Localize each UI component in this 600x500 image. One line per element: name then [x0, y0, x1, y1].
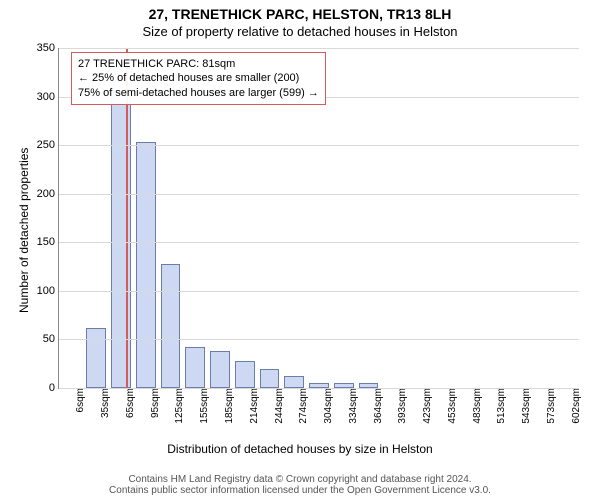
- y-tick-label: 100: [37, 285, 59, 297]
- y-tick-label: 0: [49, 382, 59, 394]
- x-tick-label: 65sqm: [121, 388, 136, 418]
- gridline: [59, 339, 579, 340]
- gridline: [59, 145, 579, 146]
- annotation-line-3: 75% of semi-detached houses are larger (…: [78, 86, 319, 100]
- bar-column: 453sqm: [430, 48, 455, 388]
- y-tick-label: 250: [37, 139, 59, 151]
- page-subtitle: Size of property relative to detached ho…: [0, 22, 600, 39]
- x-tick-label: 393sqm: [393, 388, 408, 424]
- y-tick-label: 50: [43, 333, 59, 345]
- bar-column: 602sqm: [554, 48, 579, 388]
- bar: [235, 361, 255, 388]
- bar: [185, 347, 205, 388]
- bar-column: 334sqm: [331, 48, 356, 388]
- y-tick-label: 200: [37, 188, 59, 200]
- y-tick-label: 150: [37, 236, 59, 248]
- bar: [210, 351, 230, 388]
- x-tick-label: 543sqm: [517, 388, 532, 424]
- footer-line-2: Contains public sector information licen…: [0, 485, 600, 496]
- x-tick-label: 125sqm: [170, 388, 185, 424]
- bar: [136, 142, 156, 388]
- x-tick-label: 513sqm: [492, 388, 507, 424]
- footer: Contains HM Land Registry data © Crown c…: [0, 474, 600, 496]
- y-axis-label: Number of detached properties: [17, 148, 31, 313]
- x-axis-label: Distribution of detached houses by size …: [0, 442, 600, 456]
- bar-column: 364sqm: [356, 48, 381, 388]
- annotation-line-2: ← 25% of detached houses are smaller (20…: [78, 71, 319, 85]
- y-tick-label: 300: [37, 91, 59, 103]
- annotation-box: 27 TRENETHICK PARC: 81sqm ← 25% of detac…: [71, 52, 326, 105]
- bar-column: 393sqm: [381, 48, 406, 388]
- x-tick-label: 95sqm: [146, 388, 161, 418]
- gridline: [59, 242, 579, 243]
- footer-line-1: Contains HM Land Registry data © Crown c…: [0, 474, 600, 485]
- gridline: [59, 194, 579, 195]
- x-tick-label: 453sqm: [443, 388, 458, 424]
- bar: [284, 376, 304, 388]
- annotation-line-1: 27 TRENETHICK PARC: 81sqm: [78, 57, 319, 71]
- x-tick-label: 304sqm: [319, 388, 334, 424]
- x-tick-label: 483sqm: [468, 388, 483, 424]
- gridline: [59, 291, 579, 292]
- x-tick-label: 6sqm: [71, 388, 86, 412]
- gridline: [59, 388, 579, 389]
- page-title: 27, TRENETHICK PARC, HELSTON, TR13 8LH: [0, 0, 600, 22]
- x-tick-label: 244sqm: [270, 388, 285, 424]
- x-tick-label: 334sqm: [344, 388, 359, 424]
- x-tick-label: 423sqm: [418, 388, 433, 424]
- chart-plot-area: Number of detached properties 6sqm35sqm6…: [58, 48, 579, 389]
- bar-column: 513sqm: [480, 48, 505, 388]
- y-tick-label: 350: [37, 42, 59, 54]
- gridline: [59, 48, 579, 49]
- x-tick-label: 155sqm: [195, 388, 210, 424]
- bar: [86, 328, 106, 388]
- x-tick-label: 573sqm: [542, 388, 557, 424]
- bar: [161, 264, 181, 388]
- bar-column: 573sqm: [530, 48, 555, 388]
- x-tick-label: 214sqm: [245, 388, 260, 424]
- x-tick-label: 185sqm: [220, 388, 235, 424]
- x-tick-label: 364sqm: [369, 388, 384, 424]
- bar-column: 423sqm: [406, 48, 431, 388]
- x-tick-label: 274sqm: [294, 388, 309, 424]
- x-tick-label: 35sqm: [96, 388, 111, 418]
- x-tick-label: 602sqm: [567, 388, 582, 424]
- bar-column: 483sqm: [455, 48, 480, 388]
- bar-column: 543sqm: [505, 48, 530, 388]
- bar: [260, 369, 280, 388]
